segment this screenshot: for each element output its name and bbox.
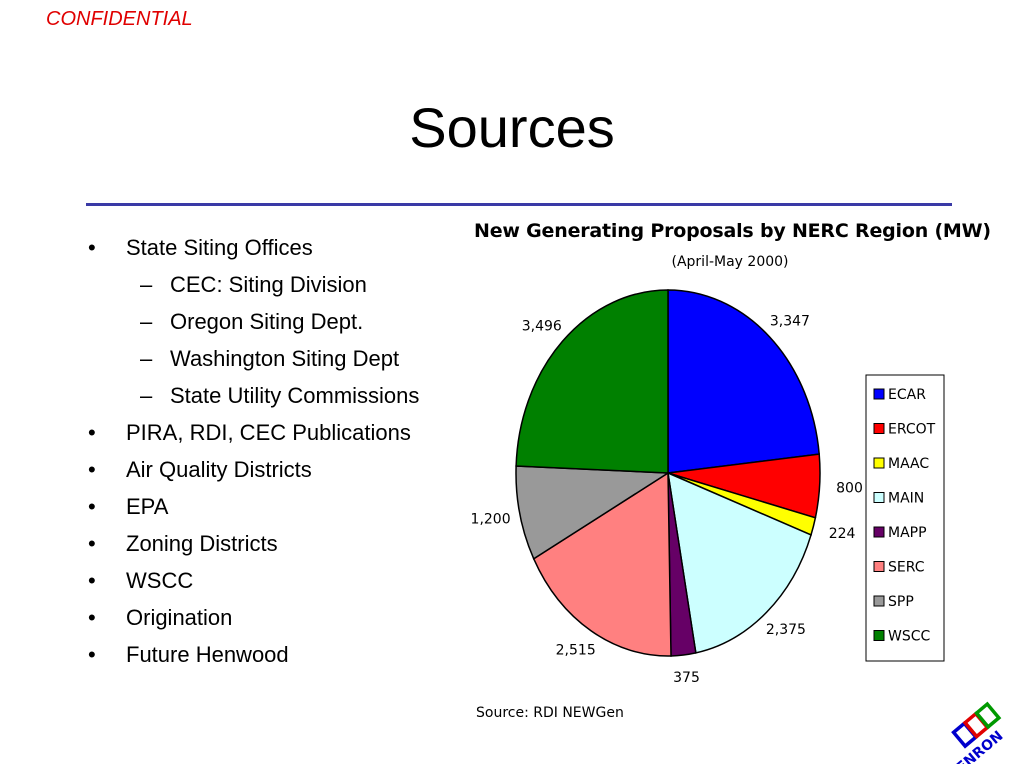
page-title: Sources (409, 96, 615, 159)
slice-value-label: 3,496 (522, 318, 562, 334)
bullet-item: • WSCC (88, 562, 419, 599)
legend-swatch (873, 423, 885, 434)
legend-swatch (873, 492, 885, 503)
title-divider (86, 203, 952, 206)
bullet-text: EPA (126, 494, 169, 519)
pie-slice-main (667, 471, 812, 654)
bullet-item: • PIRA, RDI, CEC Publications (88, 414, 419, 451)
logo-mark (974, 701, 1002, 730)
bullet-marker: • (88, 420, 96, 445)
slice-value-label: 2,515 (556, 643, 596, 659)
pie-slice-wscc (515, 289, 669, 474)
bullet-item: • Future Henwood (88, 636, 419, 673)
legend-label: SERC (888, 560, 925, 576)
bullet-item: • Zoning Districts (88, 525, 419, 562)
logo-mark (962, 711, 990, 739)
legend-swatch (873, 388, 885, 400)
dash-marker: – (140, 383, 153, 408)
bullet-text: Air Quality Districts (126, 457, 312, 482)
pie-chart: New Generating Proposals by NERC Region … (460, 212, 992, 732)
legend-swatch (873, 561, 885, 572)
bullet-item: • EPA (88, 488, 419, 525)
bullet-marker: • (88, 457, 96, 482)
bullet-item: – State Utility Commissions (88, 377, 419, 414)
bullet-item: – CEC: Siting Division (88, 266, 419, 303)
slice-value-label: 3,347 (770, 314, 810, 330)
bullet-item: • Origination (88, 599, 419, 636)
bullet-marker: • (88, 568, 96, 593)
legend-box (865, 374, 945, 662)
pie-slice-serc (532, 471, 672, 657)
chart-title: New Generating Proposals by NERC Region … (474, 220, 991, 242)
dash-marker: – (140, 346, 153, 371)
legend-swatch (873, 526, 885, 538)
slice-value-label: 224 (829, 526, 856, 542)
bullet-item: • State Siting Offices (88, 229, 419, 266)
bullet-text: Origination (126, 605, 233, 630)
bullet-item: – Oregon Siting Dept. (88, 303, 419, 340)
bullet-marker: • (88, 605, 96, 630)
legend-swatch (873, 595, 885, 607)
dash-marker: – (140, 309, 153, 334)
slice-value-label: 1,200 (471, 512, 511, 528)
bullet-marker: • (88, 494, 96, 519)
legend-swatch (873, 630, 885, 641)
chart-source: Source: RDI NEWGen (476, 705, 624, 721)
bullet-text: State Siting Offices (126, 235, 313, 260)
chart-subtitle: (April-May 2000) (671, 254, 789, 270)
bullet-text: Future Henwood (126, 642, 289, 667)
bullet-marker: • (88, 235, 96, 260)
bullet-list: • State Siting Offices – CEC: Siting Divisi… (88, 229, 419, 673)
bullet-text: CEC: Siting Division (170, 272, 367, 297)
legend-label: MAAC (888, 456, 929, 472)
dash-marker: – (140, 272, 153, 297)
bullet-text: WSCC (126, 568, 194, 593)
bullet-text: Zoning Districts (126, 531, 278, 556)
legend-label: MAIN (888, 491, 924, 507)
enron-logo: ENRON (951, 701, 1006, 764)
slice-value-label: 375 (673, 670, 700, 686)
bullet-marker: • (88, 531, 96, 556)
bullet-text: PIRA, RDI, CEC Publications (126, 420, 411, 445)
slice-value-label: 800 (836, 481, 863, 497)
legend-swatch (873, 457, 885, 469)
legend-label: WSCC (888, 629, 931, 645)
bullet-item: • Air Quality Districts (88, 451, 419, 488)
bullet-text: Washington Siting Dept (170, 346, 400, 371)
logo-mark (951, 720, 979, 749)
legend-label: SPP (888, 594, 914, 610)
bullet-item: – Washington Siting Dept (88, 340, 419, 377)
legend-label: ERCOT (888, 422, 936, 438)
pie-chart-svg: 3,347 800 224 2,375 375 2,515 1,200 3,496 ECAR ER… (471, 289, 945, 686)
legend-label: ECAR (888, 387, 926, 403)
bullet-marker: • (88, 642, 96, 667)
bullet-text: Oregon Siting Dept. (170, 309, 364, 334)
pie-slice-spp (515, 465, 671, 560)
slice-value-label: 2,375 (766, 622, 806, 638)
legend-label: MAPP (888, 525, 927, 541)
confidential-label: CONFIDENTIAL (46, 8, 193, 30)
pie-slice-ecar (667, 289, 820, 474)
bullet-text: State Utility Commissions (170, 383, 420, 408)
